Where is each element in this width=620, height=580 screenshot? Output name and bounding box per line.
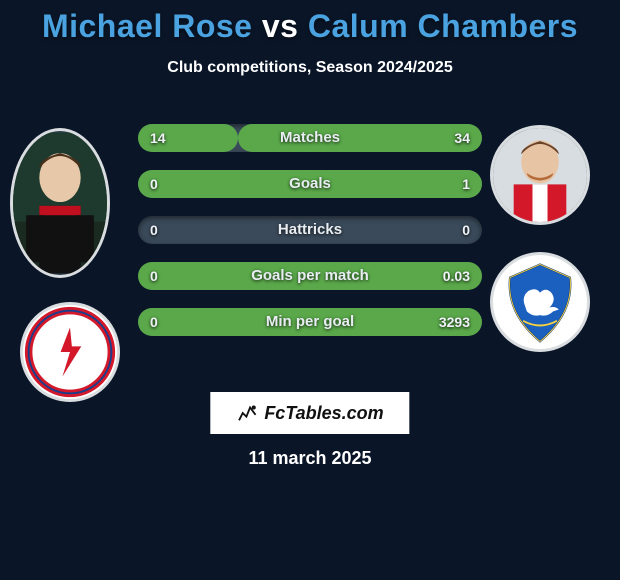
stats-panel: Matches1434Goals01Hattricks00Goals per m… [138,124,482,354]
stat-label: Goals per match [138,262,482,290]
stat-label: Matches [138,124,482,152]
stat-row: Min per goal0 3293 [138,308,482,336]
club-left-crest-icon [23,305,117,399]
player-right-avatar-icon [493,128,587,222]
player-right-portrait [490,125,590,225]
stat-value-left: 0 [150,262,158,290]
stat-row: Goals per match0 0.03 [138,262,482,290]
player-left-portrait [10,128,110,278]
stat-row: Goals0 1 [138,170,482,198]
stat-label: Goals [138,170,482,198]
stat-value-right: 0 [462,216,470,244]
stat-value-right: 1 [462,170,470,198]
stat-label: Hattricks [138,216,482,244]
comparison-card: Michael Rose vs Calum Chambers Club comp… [0,0,620,580]
date-label: 11 march 2025 [0,448,620,469]
stat-row: Matches14 34 [138,124,482,152]
stat-value-right: 0.03 [443,262,470,290]
branding-text: FcTables.com [264,403,383,424]
player-left-avatar-icon [13,131,107,275]
stat-value-right: 3293 [439,308,470,336]
stat-label: Min per goal [138,308,482,336]
title-vs: vs [262,8,308,44]
club-left-badge [20,302,120,402]
title-left: Michael Rose [42,8,253,44]
title-right: Calum Chambers [308,8,578,44]
branding-badge[interactable]: FcTables.com [210,392,409,434]
stat-row: Hattricks0 0 [138,216,482,244]
club-right-badge [490,252,590,352]
fctables-logo-icon [236,402,258,424]
stat-value-left: 0 [150,216,158,244]
subtitle: Club competitions, Season 2024/2025 [0,59,620,77]
club-right-crest-icon [493,255,587,349]
stat-value-left: 0 [150,308,158,336]
stat-value-left: 0 [150,170,158,198]
stat-value-right: 34 [454,124,470,152]
stat-value-left: 14 [150,124,166,152]
page-title: Michael Rose vs Calum Chambers [0,8,620,45]
